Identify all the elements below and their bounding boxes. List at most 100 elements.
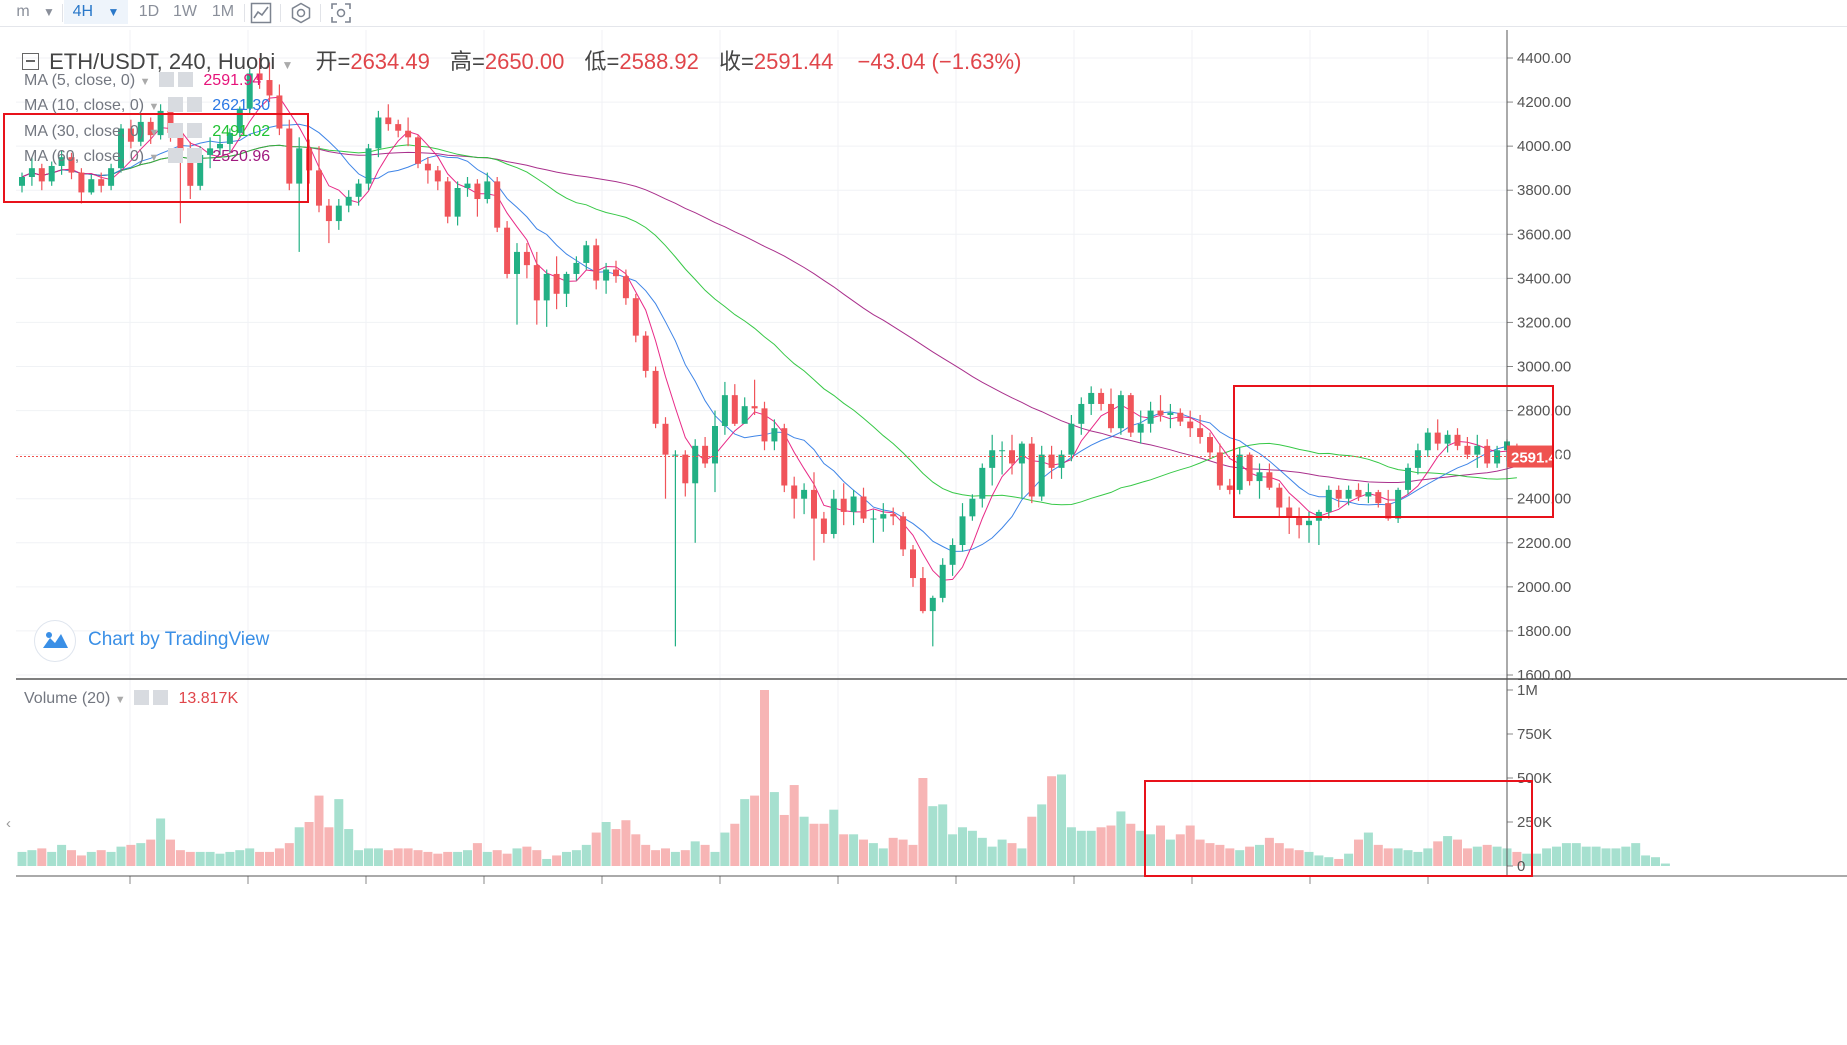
candle xyxy=(335,205,342,222)
highlight-box-recent-volume xyxy=(1144,780,1533,877)
volume-bar xyxy=(1314,855,1324,866)
y-tick-label: 3200.00 xyxy=(1517,314,1571,331)
high-value: 2650.00 xyxy=(484,49,565,74)
volume-bar xyxy=(532,850,542,866)
indicator-ma60[interactable]: MA (60, close, 0) ▼ 2520.96 xyxy=(24,148,270,166)
volume-bar xyxy=(720,832,730,866)
settings-icon[interactable] xyxy=(167,97,183,112)
settings-icon[interactable] xyxy=(134,690,150,705)
volume-bar xyxy=(1037,804,1047,866)
volume-bar xyxy=(1106,825,1116,866)
chart-style-icon[interactable] xyxy=(250,2,272,24)
candle xyxy=(395,124,402,131)
candle xyxy=(929,597,936,612)
volume-bar xyxy=(1294,850,1304,866)
candle xyxy=(1108,403,1114,429)
interval-1w-button[interactable]: 1W xyxy=(173,3,197,20)
candle xyxy=(1068,423,1075,455)
candle xyxy=(583,245,590,263)
volume-bar xyxy=(294,827,304,866)
volume-bar xyxy=(542,858,552,866)
volume-bar xyxy=(670,851,680,866)
interval-1d-button[interactable]: 1D xyxy=(138,3,160,20)
candle xyxy=(246,73,253,109)
screenshot-icon[interactable] xyxy=(330,2,352,24)
close-icon[interactable] xyxy=(186,123,202,138)
indicator-label: MA (60, close, 0) xyxy=(24,148,145,165)
candle xyxy=(553,273,560,294)
volume-bar xyxy=(423,851,433,866)
close-icon[interactable] xyxy=(177,72,193,87)
candle xyxy=(949,544,956,565)
volume-bar xyxy=(1393,848,1403,866)
volume-bar xyxy=(265,851,274,866)
volume-bar xyxy=(1581,846,1591,866)
volume-bar xyxy=(1116,811,1126,866)
candle xyxy=(464,183,471,189)
settings-icon[interactable] xyxy=(290,2,312,24)
settings-icon[interactable] xyxy=(167,148,183,163)
candle xyxy=(652,370,659,424)
volume-bar xyxy=(17,851,27,866)
volume-bar xyxy=(1453,839,1462,866)
candle xyxy=(504,227,511,274)
volume-bar xyxy=(255,851,265,866)
chevron-down-icon[interactable]: ▼ xyxy=(281,58,294,72)
volume-bar xyxy=(205,851,215,866)
interval-4h-label: 4H xyxy=(72,3,94,20)
candle xyxy=(1117,395,1124,429)
y-tick-label: 4400.00 xyxy=(1517,50,1571,67)
volume-bar xyxy=(175,850,185,866)
chevron-down-icon[interactable]: ▼ xyxy=(148,101,160,113)
candle xyxy=(1048,454,1055,468)
candle xyxy=(1137,423,1144,433)
close-icon[interactable] xyxy=(186,97,202,112)
ma30-line xyxy=(21,144,1517,506)
volume-bar xyxy=(1274,843,1284,866)
chart-axes: 4400.00 4200.00 4000.00 3800.00 3600.00 3400.… xyxy=(6,30,1847,884)
volume-bar xyxy=(1601,848,1611,866)
volume-bar xyxy=(1205,843,1215,866)
volume-bar xyxy=(1175,834,1185,866)
volume-bar xyxy=(1443,836,1453,866)
close-icon[interactable] xyxy=(186,148,202,163)
indicator-ma30[interactable]: MA (30, close, 0) ▼ 2491.02 xyxy=(24,123,270,141)
chevron-down-icon[interactable]: ▼ xyxy=(148,152,160,164)
settings-icon[interactable] xyxy=(167,123,183,138)
interval-4h-button[interactable]: 4H ▼ xyxy=(64,0,128,24)
close-icon[interactable] xyxy=(153,690,169,705)
candle xyxy=(801,489,808,499)
candle xyxy=(276,95,283,129)
interval-dropdown-chevron-icon[interactable]: ▼ xyxy=(43,5,55,19)
chevron-down-icon[interactable]: ▼ xyxy=(139,76,151,88)
candle xyxy=(19,176,25,186)
candle xyxy=(979,467,986,499)
volume-bar xyxy=(126,844,136,866)
y-tick-label: 2800.00 xyxy=(1517,403,1571,420)
candle xyxy=(474,183,481,200)
interval-1m-button[interactable]: 1M xyxy=(211,3,235,20)
candle xyxy=(741,406,748,424)
settings-icon[interactable] xyxy=(158,72,174,87)
volume-bar xyxy=(789,785,799,866)
candle xyxy=(514,251,520,274)
collapse-legend-icon[interactable] xyxy=(22,53,39,70)
interval-minutes-button[interactable]: m xyxy=(16,3,30,20)
y-tick-label: 1800.00 xyxy=(1517,623,1571,640)
candle xyxy=(1058,454,1065,468)
chevron-down-icon[interactable]: ▼ xyxy=(114,694,126,706)
candle xyxy=(68,157,75,173)
candle xyxy=(1325,489,1332,512)
indicator-ma10[interactable]: MA (10, close, 0) ▼ 2621.30 xyxy=(24,97,270,115)
volume-bar xyxy=(1334,858,1344,866)
volume-bar xyxy=(1532,853,1542,866)
watermark-text: Chart by TradingView xyxy=(88,629,270,650)
indicator-ma5[interactable]: MA (5, close, 0) ▼ 2591.94 xyxy=(24,72,261,90)
candle xyxy=(613,269,619,277)
volume-bar xyxy=(1344,853,1354,866)
volume-legend[interactable]: Volume (20) ▼ 13.817K xyxy=(24,690,238,708)
volume-bar xyxy=(195,851,205,866)
chevron-down-icon[interactable]: ▼ xyxy=(148,127,160,139)
volume-bar xyxy=(1057,774,1066,866)
